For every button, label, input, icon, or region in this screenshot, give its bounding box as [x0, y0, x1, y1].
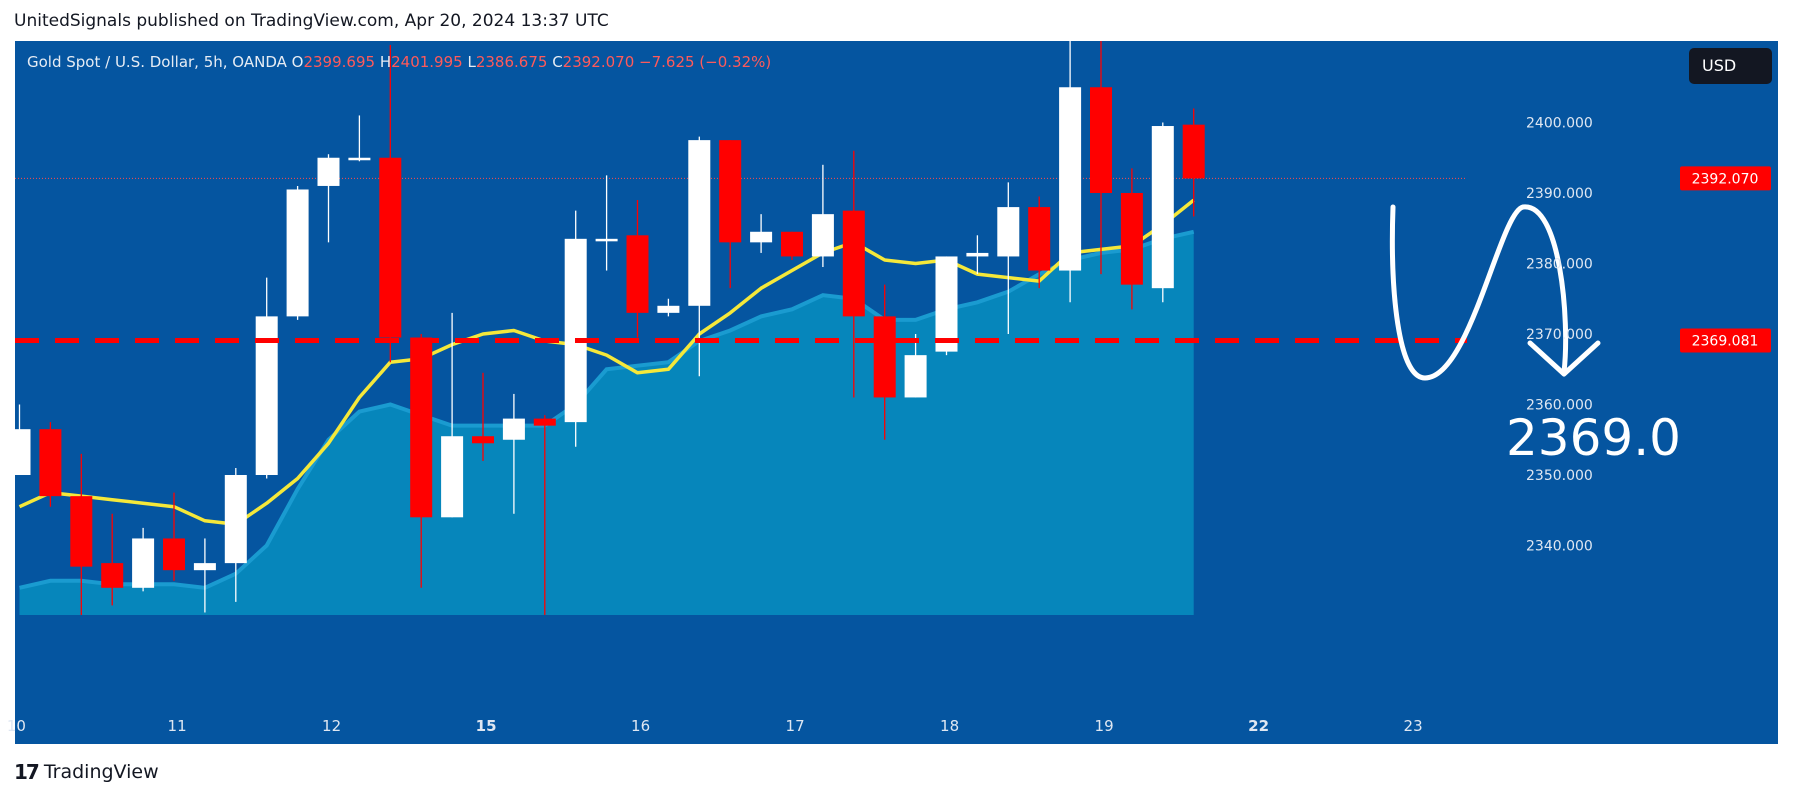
area-layer	[19, 229, 1195, 616]
high-value: 2401.995	[391, 53, 463, 71]
candles-layer	[8, 41, 1205, 615]
candle-body	[317, 157, 340, 186]
projection-arrowhead	[1527, 340, 1601, 377]
candle-body	[1090, 87, 1112, 193]
open-label: O	[291, 53, 304, 71]
price-scale-panel[interactable]	[1467, 41, 1778, 744]
candle-body	[564, 238, 587, 423]
low-value: 2386.675	[475, 53, 548, 71]
tradingview-logo[interactable]: 17 TradingView	[14, 760, 159, 784]
candle-body	[101, 563, 124, 588]
high-label: H	[379, 53, 392, 71]
x-axis: 10 11 12 15 16 17 18 19 22 23	[7, 717, 1423, 735]
change-value: −7.625 (−0.32%)	[639, 53, 772, 71]
area-fill	[19, 231, 1194, 616]
candle-body	[1120, 193, 1143, 285]
x-tick-label: 23	[1404, 717, 1423, 735]
candle-body	[842, 210, 865, 317]
candle-body	[1151, 126, 1174, 289]
candle-body	[163, 538, 185, 571]
last-price-tag-bg	[1680, 166, 1771, 191]
candle-body	[8, 429, 31, 475]
x-tick-label: 22	[1248, 717, 1269, 735]
x-tick-label: 15	[476, 717, 497, 735]
candle-body	[657, 305, 680, 313]
y-tick-label: 2390.000	[1526, 186, 1593, 202]
x-tick-label: 11	[168, 717, 187, 735]
symbol-legend[interactable]: Gold Spot / U.S. Dollar, 5h, OANDA O2399…	[27, 53, 771, 71]
x-tick-label: 10	[7, 717, 26, 735]
tradingview-logo-icon: 17	[14, 760, 40, 784]
level-price-tag-bg	[1680, 328, 1771, 353]
y-axis: 2340.000 2350.000 2360.000 2370.000 2380.000…	[1526, 116, 1593, 555]
candle-body	[966, 252, 989, 257]
moving-average-line	[18, 198, 1195, 527]
candle-body	[132, 538, 155, 588]
last-price-tag-text: 2392.070	[1692, 171, 1759, 187]
x-tick-label: 17	[786, 717, 805, 735]
publisher-caption: UnitedSignals published on TradingView.c…	[14, 11, 609, 31]
candle-body	[255, 316, 278, 475]
x-tick-label: 12	[322, 717, 341, 735]
candle-body	[224, 475, 247, 564]
candle-body	[719, 140, 742, 243]
candle-body	[39, 429, 62, 497]
candle-body	[997, 207, 1020, 257]
open-value: 2399.695	[303, 53, 376, 71]
low-label: L	[467, 53, 476, 71]
candle-body	[472, 436, 494, 444]
candle-body	[1059, 87, 1082, 271]
candle-body	[533, 418, 556, 426]
price-tags: 2392.070 2369.081	[1680, 166, 1771, 353]
candle-body	[502, 418, 525, 440]
candle-body	[935, 256, 958, 352]
close-value: 2392.070	[562, 53, 635, 71]
y-tick-label: 2340.000	[1526, 539, 1593, 555]
currency-button[interactable]: USD	[1689, 48, 1772, 84]
y-tick-label: 2360.000	[1526, 398, 1593, 414]
candle-body	[410, 337, 433, 518]
y-tick-label: 2380.000	[1526, 257, 1593, 273]
candle-body	[595, 238, 618, 242]
candle-body	[379, 157, 402, 338]
candle-body	[70, 496, 93, 567]
y-tick-label: 2370.000	[1526, 327, 1593, 343]
candle-body	[873, 316, 896, 398]
candle-body	[904, 355, 927, 398]
level-price-tag-text: 2369.081	[1692, 333, 1759, 349]
candle-body	[348, 157, 371, 161]
y-tick-label: 2350.000	[1526, 468, 1593, 484]
x-tick-label: 19	[1095, 717, 1114, 735]
candle-body	[193, 563, 216, 571]
candle-body	[688, 140, 711, 306]
x-tick-label: 16	[631, 717, 650, 735]
candle-body	[750, 231, 773, 243]
candle-body	[626, 235, 649, 313]
symbol-name: Gold Spot / U.S. Dollar, 5h, OANDA	[27, 53, 287, 71]
target-annotation: 2369.0	[1506, 409, 1681, 467]
projection-curve	[1389, 204, 1569, 381]
candle-body	[441, 436, 464, 518]
y-tick-label: 2400.000	[1526, 116, 1593, 132]
candle-body	[1182, 124, 1205, 179]
moving-average-layer	[18, 198, 1195, 527]
area-edge-line	[19, 229, 1195, 590]
tradingview-logo-text: TradingView	[43, 761, 159, 783]
x-tick-label: 18	[940, 717, 959, 735]
close-label: C	[552, 53, 563, 71]
candle-body	[1028, 207, 1051, 271]
candle-body	[781, 231, 803, 257]
projection-drawing-layer: 2369.0	[1389, 204, 1681, 467]
candle-body	[811, 214, 834, 257]
candle-body	[286, 189, 309, 317]
